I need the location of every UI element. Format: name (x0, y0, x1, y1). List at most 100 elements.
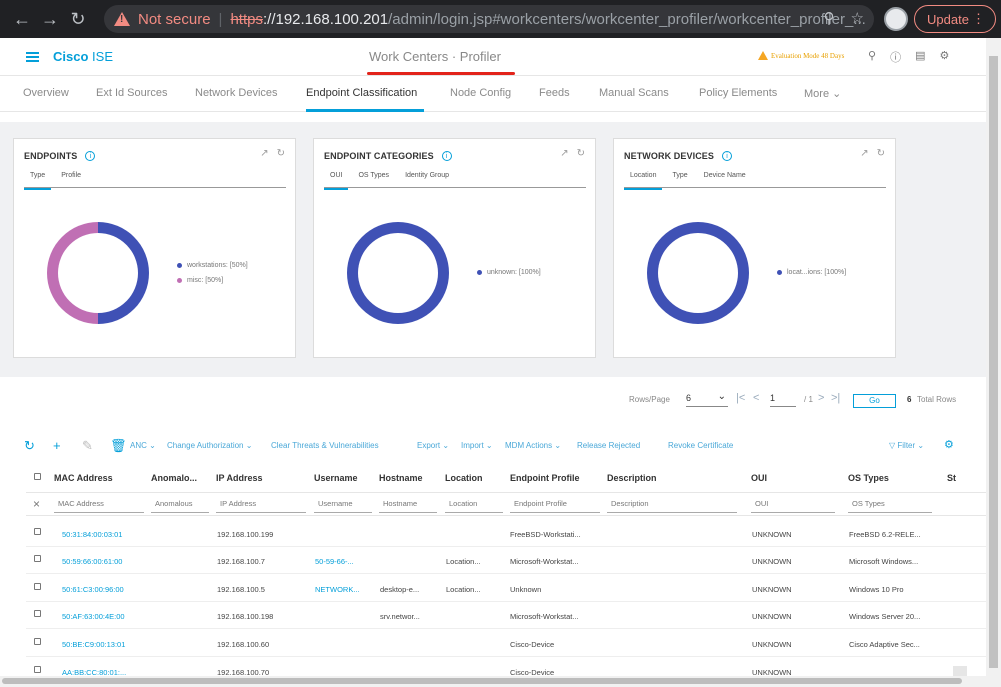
settings-gear-icon[interactable]: ⚙ (939, 50, 950, 62)
address-bar[interactable]: Not secure | https ://192.168.100.201 /a… (104, 5, 874, 33)
mac-address-link[interactable]: 50:BE:C9:00:13:01 (62, 640, 126, 649)
row-checkbox[interactable] (34, 555, 41, 562)
import-menu[interactable]: Import ⌄ (461, 441, 493, 450)
revoke-certificate-button[interactable]: Revoke Certificate (668, 441, 734, 450)
dashlet-tab-os-types[interactable]: OS Types (358, 172, 390, 179)
table-row[interactable]: 50:61:C3:00:96:00 192.168.100.5 NETWORK.… (26, 575, 986, 602)
table-row[interactable]: 50:BE:C9:00:13:01 192.168.100.60 Cisco-D… (26, 630, 986, 657)
column-header[interactable]: Description (607, 473, 657, 483)
help-icon[interactable]: ⓘ (890, 52, 902, 64)
zoom-icon[interactable]: ⚲ (823, 10, 835, 27)
info-icon[interactable]: i (85, 151, 96, 161)
first-page-icon[interactable]: |< (736, 392, 746, 404)
column-header[interactable]: OS Types (848, 473, 889, 483)
filter-input[interactable]: Description (607, 499, 737, 513)
column-header[interactable]: OUI (751, 473, 768, 483)
column-header[interactable]: Hostname (379, 473, 423, 483)
forward-arrow-icon[interactable]: → (41, 8, 59, 29)
update-button[interactable]: Update ⋮ (914, 5, 996, 33)
export-menu[interactable]: Export ⌄ (417, 441, 450, 450)
settings-gear-icon[interactable]: ⚙ (944, 439, 954, 451)
filter-input[interactable]: Endpoint Profile (510, 499, 600, 513)
horizontal-scrollbar[interactable] (0, 676, 986, 687)
reload-icon[interactable]: ↻ (70, 8, 86, 29)
info-icon[interactable]: i (441, 151, 452, 161)
tab-more[interactable]: More ⌄ (804, 87, 841, 100)
filter-input[interactable]: Location (445, 499, 503, 513)
dashboard-icon[interactable]: ▤ (915, 50, 926, 62)
filter-input[interactable]: IP Address (216, 499, 306, 513)
dashlet-tab-profile[interactable]: Profile (61, 172, 82, 179)
horizontal-scroll-thumb[interactable] (2, 678, 962, 684)
mac-address-link[interactable]: 50:59:66:00:61:00 (62, 557, 123, 566)
prev-page-icon[interactable]: < (753, 392, 760, 404)
table-row[interactable]: 50:31:84:00:03:01 192.168.100.199 FreeBS… (26, 520, 986, 547)
mac-address-link[interactable]: 50:AF:63:00:4E:00 (62, 612, 125, 621)
bookmark-star-icon[interactable]: ☆ (850, 10, 864, 27)
dashlet-tab-oui[interactable]: OUI (324, 172, 349, 190)
tab-policy-elements[interactable]: Policy Elements (699, 87, 778, 99)
back-arrow-icon[interactable]: ← (13, 8, 31, 29)
vertical-scrollbar[interactable] (986, 38, 1001, 687)
anc-menu[interactable]: ANC ⌄ (130, 441, 156, 450)
username-link[interactable]: 50-59-66-... (315, 557, 354, 566)
column-header[interactable]: Username (314, 473, 358, 483)
tab-manual-scans[interactable]: Manual Scans (599, 87, 669, 99)
filter-input[interactable]: OS Types (848, 499, 932, 513)
dashlet-tab-device-name[interactable]: Device Name (703, 172, 746, 179)
tab-network-devices[interactable]: Network Devices (195, 87, 278, 99)
go-button[interactable]: Go (853, 394, 896, 408)
table-row[interactable]: AA:BB:CC:80:01:... 192.168.100.70 Cisco-… (26, 658, 986, 676)
external-link-icon[interactable]: ↗ (560, 148, 569, 159)
edit-pencil-icon[interactable]: ✎ (82, 438, 93, 453)
external-link-icon[interactable]: ↗ (260, 148, 269, 159)
filter-menu[interactable]: ▽ Filter ⌄ (889, 441, 925, 450)
column-header[interactable]: IP Address (216, 473, 263, 483)
filter-input[interactable]: MAC Address (54, 499, 144, 513)
username-link[interactable]: NETWORK... (315, 585, 360, 594)
external-link-icon[interactable]: ↗ (860, 148, 869, 159)
info-icon[interactable]: i (722, 151, 733, 161)
column-header[interactable]: MAC Address (54, 473, 113, 483)
table-row[interactable]: 50:59:66:00:61:00 192.168.100.7 50-59-66… (26, 547, 986, 574)
refresh-icon[interactable]: ↻ (276, 148, 285, 159)
column-header[interactable]: Endpoint Profile (510, 473, 580, 483)
evaluation-badge[interactable]: Evaluation Mode 48 Days (758, 51, 844, 60)
hamburger-menu-icon[interactable] (26, 52, 39, 62)
refresh-icon[interactable]: ↻ (576, 148, 585, 159)
clear-filter-icon[interactable]: × (33, 497, 41, 511)
table-row[interactable]: 50:AF:63:00:4E:00 192.168.100.198 srv.ne… (26, 602, 986, 629)
tab-node-config[interactable]: Node Config (450, 87, 512, 99)
select-all-checkbox[interactable] (34, 473, 41, 480)
filter-input[interactable]: Hostname (379, 499, 437, 513)
mac-address-link[interactable]: 50:31:84:00:03:01 (62, 530, 123, 539)
tab-overview[interactable]: Overview (23, 87, 69, 99)
refresh-icon[interactable]: ↻ (24, 438, 35, 453)
tab-ext-id-sources[interactable]: Ext Id Sources (96, 87, 168, 99)
tab-endpoint-classification[interactable]: Endpoint Classification (306, 87, 418, 99)
dashlet-tab-type[interactable]: Type (24, 172, 52, 190)
column-header[interactable]: St (947, 473, 956, 483)
filter-input[interactable]: Anomalous (151, 499, 209, 513)
change-authorization-menu[interactable]: Change Authorization ⌄ (167, 441, 253, 450)
mdm-actions-menu[interactable]: MDM Actions ⌄ (505, 441, 562, 450)
page-number-input[interactable]: 1 (770, 393, 796, 407)
column-header[interactable]: Anomalo... (151, 473, 198, 483)
mac-address-link[interactable]: AA:BB:CC:80:01:... (62, 668, 127, 676)
column-header[interactable]: Location (445, 473, 483, 483)
last-page-icon[interactable]: >| (831, 392, 841, 404)
trash-icon[interactable]: 🗑 (110, 438, 127, 453)
profile-avatar[interactable] (884, 7, 908, 31)
row-checkbox[interactable] (34, 666, 41, 673)
row-checkbox[interactable] (34, 528, 41, 535)
mac-address-link[interactable]: 50:61:C3:00:96:00 (62, 585, 124, 594)
clear-threats-button[interactable]: Clear Threats & Vulnerabilities (271, 441, 379, 450)
filter-input[interactable]: Username (314, 499, 372, 513)
dashlet-tab-type[interactable]: Type (672, 172, 688, 179)
refresh-icon[interactable]: ↻ (876, 148, 885, 159)
next-page-icon[interactable]: > (818, 392, 825, 404)
filter-input[interactable]: OUI (751, 499, 835, 513)
dashlet-tab-identity-group[interactable]: Identity Group (405, 172, 450, 179)
rows-per-page-select[interactable]: 6 ⌄ (686, 391, 728, 407)
release-rejected-button[interactable]: Release Rejected (577, 441, 641, 450)
